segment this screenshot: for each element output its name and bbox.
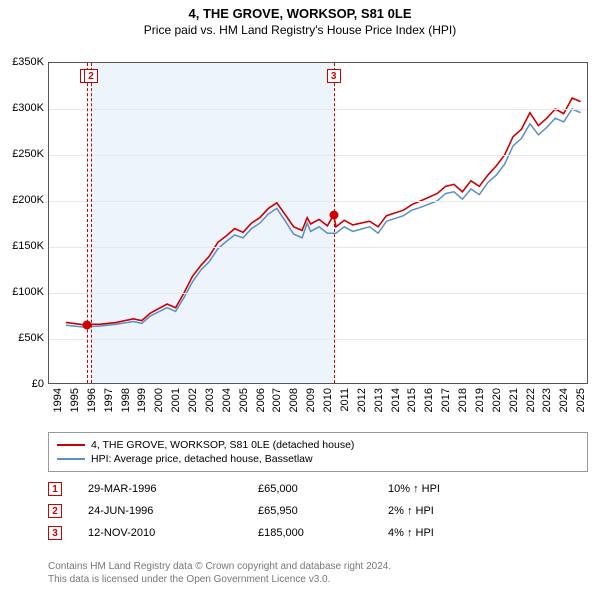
x-tick-label: 2022	[525, 388, 537, 412]
attribution-line: This data is licensed under the Open Gov…	[48, 573, 588, 586]
x-tick-label: 2002	[187, 388, 199, 412]
x-tick-label: 2007	[271, 388, 283, 412]
table-row: 3 12-NOV-2010 £185,000 4% ↑ HPI	[48, 522, 588, 544]
x-tick-label: 2017	[440, 388, 452, 412]
x-tick-label: 2004	[221, 388, 233, 412]
chart-title: 4, THE GROVE, WORKSOP, S81 0LE	[0, 0, 600, 21]
y-tick-label: £0	[32, 378, 44, 390]
x-tick-label: 2009	[305, 388, 317, 412]
event-date: 24-JUN-1996	[88, 505, 258, 517]
x-tick-label: 2003	[204, 388, 216, 412]
event-delta: 2% ↑ HPI	[388, 505, 538, 517]
x-tick-label: 1996	[86, 388, 98, 412]
x-tick-label: 1994	[52, 388, 64, 412]
y-tick-label: £100K	[12, 286, 44, 298]
event-price: £65,000	[258, 483, 388, 495]
legend-label: 4, THE GROVE, WORKSOP, S81 0LE (detached…	[91, 439, 354, 451]
legend-label: HPI: Average price, detached house, Bass…	[91, 453, 313, 465]
chart-marker-label: 2	[84, 69, 98, 83]
x-tick-label: 1998	[120, 388, 132, 412]
x-tick-label: 2015	[406, 388, 418, 412]
x-tick-label: 2024	[558, 388, 570, 412]
legend: 4, THE GROVE, WORKSOP, S81 0LE (detached…	[48, 432, 588, 472]
x-tick-label: 1997	[103, 388, 115, 412]
attribution: Contains HM Land Registry data © Crown c…	[48, 560, 588, 586]
series-line	[66, 98, 581, 325]
x-tick-label: 2021	[508, 388, 520, 412]
y-tick-label: £300K	[12, 102, 44, 114]
y-tick-label: £200K	[12, 194, 44, 206]
legend-swatch	[57, 444, 85, 446]
chart-svg	[49, 63, 589, 385]
event-delta: 4% ↑ HPI	[388, 527, 538, 539]
table-row: 2 24-JUN-1996 £65,950 2% ↑ HPI	[48, 500, 588, 522]
event-marker: 2	[48, 504, 62, 518]
x-tick-label: 2016	[423, 388, 435, 412]
x-tick-label: 2012	[356, 388, 368, 412]
plot-area: 123	[48, 62, 588, 384]
event-delta: 10% ↑ HPI	[388, 483, 538, 495]
y-tick-label: £350K	[12, 56, 44, 68]
event-marker: 3	[48, 526, 62, 540]
event-dot	[329, 210, 338, 219]
x-tick-label: 2019	[474, 388, 486, 412]
x-tick-label: 2013	[373, 388, 385, 412]
x-tick-label: 2014	[390, 388, 402, 412]
events-table: 1 29-MAR-1996 £65,000 10% ↑ HPI 2 24-JUN…	[48, 478, 588, 544]
table-row: 1 29-MAR-1996 £65,000 10% ↑ HPI	[48, 478, 588, 500]
x-tick-label: 2001	[170, 388, 182, 412]
x-tick-label: 2020	[491, 388, 503, 412]
x-tick-label: 1995	[69, 388, 81, 412]
event-date: 12-NOV-2010	[88, 527, 258, 539]
x-tick-label: 2000	[153, 388, 165, 412]
x-tick-label: 2023	[541, 388, 553, 412]
chart-subtitle: Price paid vs. HM Land Registry's House …	[0, 21, 600, 37]
x-tick-label: 2011	[339, 388, 351, 412]
event-date: 29-MAR-1996	[88, 483, 258, 495]
y-axis: £0£50K£100K£150K£200K£250K£300K£350K	[0, 62, 48, 384]
series-line	[66, 109, 581, 327]
x-tick-label: 2018	[457, 388, 469, 412]
y-tick-label: £250K	[12, 148, 44, 160]
x-tick-label: 1999	[136, 388, 148, 412]
x-tick-label: 2025	[575, 388, 587, 412]
event-dot	[82, 321, 91, 330]
y-tick-label: £50K	[18, 332, 44, 344]
event-price: £185,000	[258, 527, 388, 539]
chart-marker-label: 3	[327, 69, 341, 83]
event-marker: 1	[48, 482, 62, 496]
x-tick-label: 2005	[238, 388, 250, 412]
attribution-line: Contains HM Land Registry data © Crown c…	[48, 560, 588, 573]
y-tick-label: £150K	[12, 240, 44, 252]
figure: 4, THE GROVE, WORKSOP, S81 0LE Price pai…	[0, 0, 600, 590]
event-price: £65,950	[258, 505, 388, 517]
x-tick-label: 2006	[255, 388, 267, 412]
legend-swatch	[57, 458, 85, 460]
x-tick-label: 2010	[322, 388, 334, 412]
x-tick-label: 2008	[288, 388, 300, 412]
